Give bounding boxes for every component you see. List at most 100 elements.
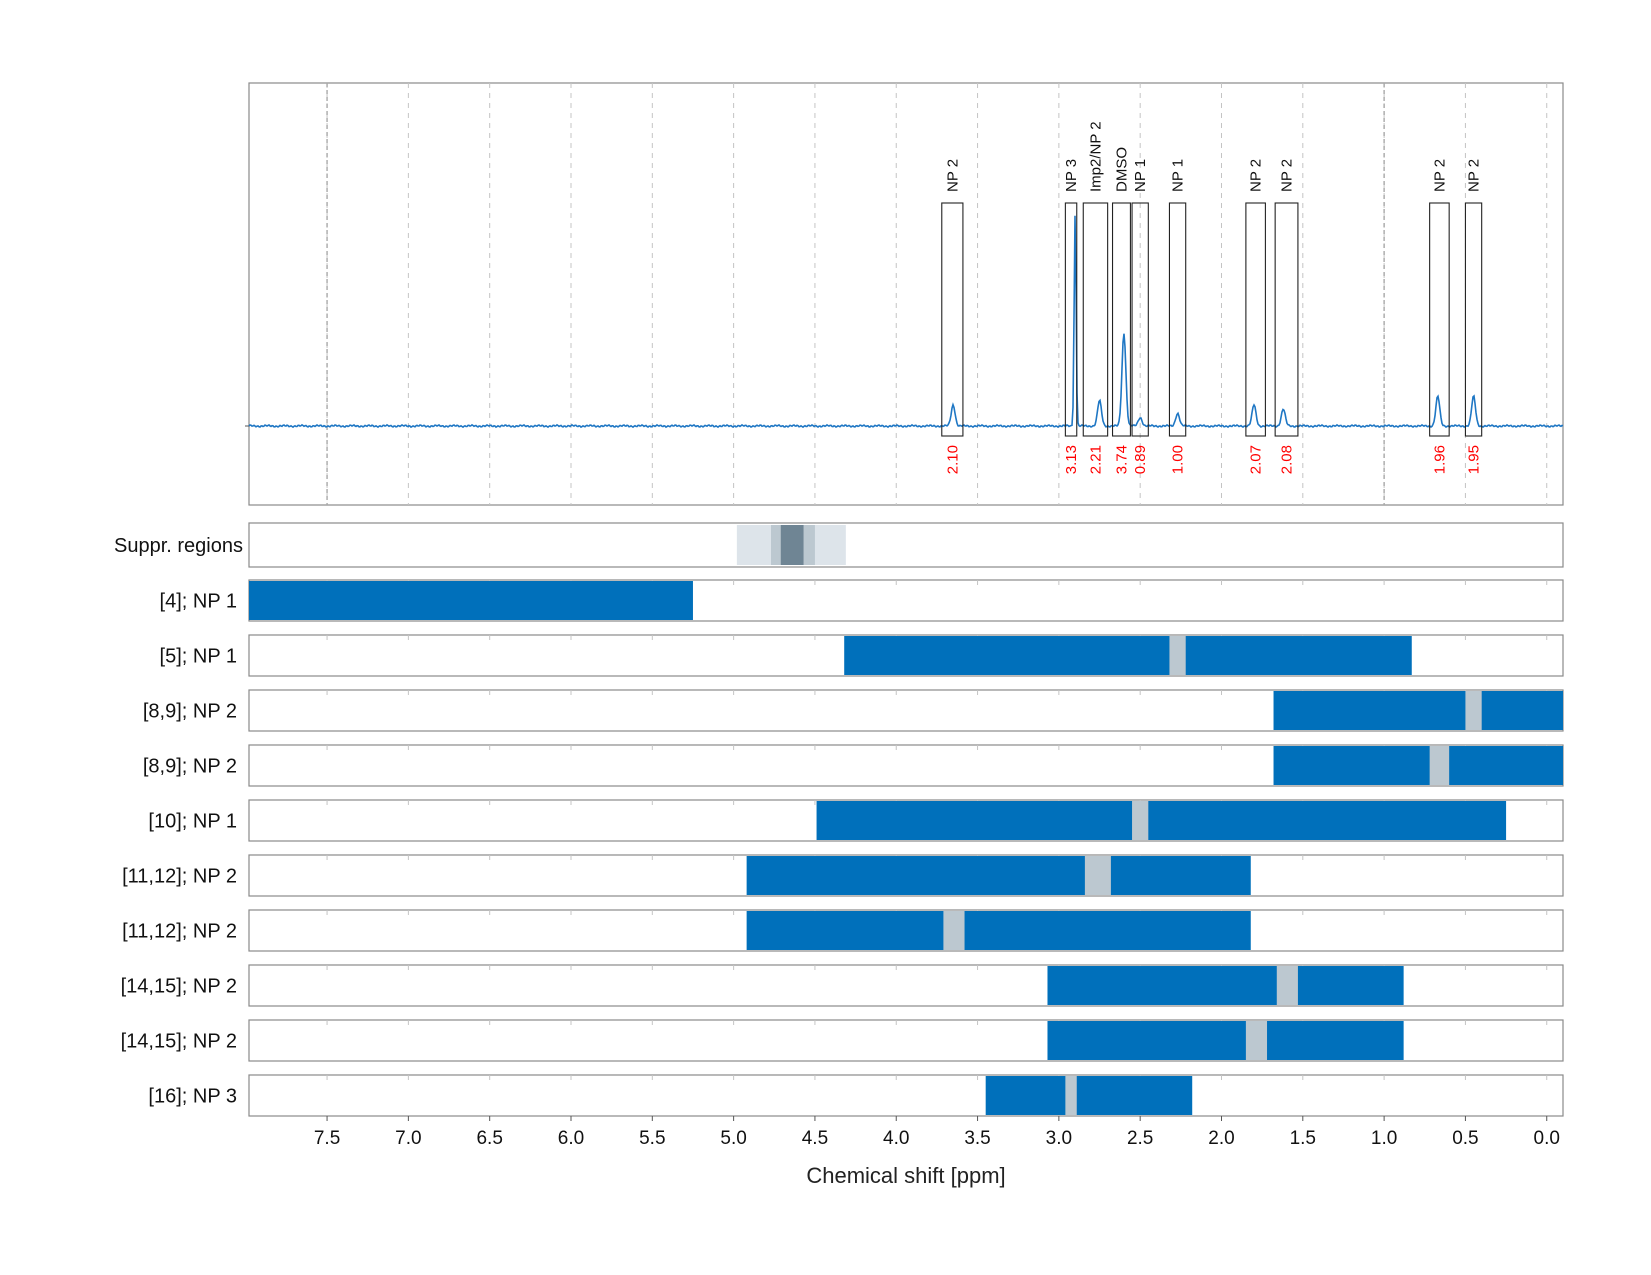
x-tick-label: 6.0 bbox=[558, 1128, 584, 1149]
peak-region: DMSO 3.74 bbox=[1111, 147, 1131, 474]
x-tick-label: 7.5 bbox=[314, 1128, 340, 1149]
peak-region-label: NP 2 bbox=[1248, 159, 1265, 192]
assignment-gap bbox=[1429, 746, 1450, 785]
peak-region-box bbox=[1274, 202, 1299, 437]
peak-region-label: NP 1 bbox=[1132, 159, 1149, 192]
assignment-gap bbox=[943, 911, 965, 950]
track-label: [11,12]; NP 2 bbox=[122, 921, 237, 943]
assignment-gap bbox=[1245, 1021, 1268, 1060]
assignment-gap bbox=[1132, 801, 1149, 840]
x-tick-label: 3.5 bbox=[964, 1128, 990, 1149]
assignment-track: [8,9]; NP 2 bbox=[143, 689, 1564, 732]
peak-region-label: Imp2/NP 2 bbox=[1087, 121, 1104, 192]
suppression-regions-panel: Suppr. regions bbox=[114, 522, 1564, 568]
assignment-track: [16]; NP 3 bbox=[148, 1074, 1564, 1117]
suppression-track-frame bbox=[248, 522, 1564, 568]
peak-region-box bbox=[941, 202, 964, 437]
peak-integral-value: 1.95 bbox=[1466, 445, 1483, 474]
x-tick-label: 2.5 bbox=[1127, 1128, 1153, 1149]
track-label: [16]; NP 3 bbox=[148, 1086, 237, 1108]
peak-region: NP 3 3.13 bbox=[1063, 159, 1080, 474]
assignment-gap bbox=[1276, 966, 1298, 1005]
assignment-track: [14,15]; NP 2 bbox=[121, 964, 1564, 1007]
peak-region: NP 2 1.96 bbox=[1429, 159, 1450, 474]
track-label: [8,9]; NP 2 bbox=[143, 701, 237, 723]
x-tick-label: 7.0 bbox=[395, 1128, 421, 1149]
assignment-bar bbox=[746, 911, 1251, 950]
spectrum-frame bbox=[248, 82, 1564, 506]
peak-region-box bbox=[1131, 202, 1149, 437]
x-tick-labels: 7.5 7.0 6.5 6.0 5.5 5.0 4.5 4.0 3.5 3.0 2.5 2.0 1.5 1… bbox=[314, 1116, 1560, 1149]
assignment-gap bbox=[1169, 636, 1186, 675]
peak-region: NP 2 2.07 bbox=[1245, 159, 1266, 474]
assignment-track: [5]; NP 1 bbox=[160, 634, 1564, 677]
peak-region: NP 2 2.10 bbox=[941, 159, 964, 474]
assignment-bar bbox=[816, 801, 1507, 840]
x-tick-label: 4.5 bbox=[802, 1128, 828, 1149]
peak-integral-value: 2.08 bbox=[1279, 445, 1296, 474]
peak-region-box bbox=[1082, 202, 1109, 437]
assignment-track: [11,12]; NP 2 bbox=[122, 909, 1564, 952]
track-label: [8,9]; NP 2 bbox=[143, 756, 237, 778]
assignment-bar bbox=[1047, 1021, 1404, 1060]
peak-integral-value: 1.96 bbox=[1431, 445, 1448, 474]
peak-integral-value: 2.10 bbox=[944, 445, 961, 474]
assignment-gap bbox=[1084, 856, 1111, 895]
track-label: [14,15]; NP 2 bbox=[121, 976, 237, 998]
assignment-bar bbox=[1273, 691, 1563, 730]
peak-integral-value: 0.89 bbox=[1132, 445, 1149, 474]
x-axis-title: Chemical shift [ppm] bbox=[806, 1163, 1005, 1188]
peak-region-label: NP 2 bbox=[944, 159, 961, 192]
assignment-gap bbox=[1465, 691, 1482, 730]
assignment-track: [10]; NP 1 bbox=[148, 799, 1564, 842]
peak-integral-value: 2.07 bbox=[1248, 445, 1265, 474]
track-label: [10]; NP 1 bbox=[148, 811, 237, 833]
assignment-track: [11,12]; NP 2 bbox=[122, 854, 1564, 897]
peak-region-label: NP 3 bbox=[1063, 159, 1080, 192]
peak-region: NP 1 1.00 bbox=[1168, 159, 1187, 474]
peak-region: NP 2 2.08 bbox=[1274, 159, 1299, 474]
track-label: [11,12]; NP 2 bbox=[122, 866, 237, 888]
peak-region-box bbox=[1064, 202, 1078, 437]
x-tick-label: 2.0 bbox=[1208, 1128, 1234, 1149]
assignment-tracks: [4]; NP 1 [5]; NP 1 [8,9]; NP 2 [8,9]; NP 2… bbox=[121, 579, 1564, 1117]
x-axis: 7.5 7.0 6.5 6.0 5.5 5.0 4.5 4.0 3.5 3.0 2.5 2.0 1.5 1… bbox=[314, 1116, 1560, 1188]
peak-region-box bbox=[1245, 202, 1266, 437]
track-frame bbox=[248, 1074, 1564, 1117]
peak-integral-value: 3.74 bbox=[1113, 445, 1130, 474]
spectrum-panel: NP 2 2.10 NP 3 3.13 Imp2/NP 2 2.21 DMSO 3.74 NP … bbox=[245, 82, 1564, 506]
peak-region-label: NP 1 bbox=[1170, 159, 1187, 192]
x-tick-label: 5.5 bbox=[639, 1128, 665, 1149]
x-tick-label: 3.0 bbox=[1046, 1128, 1072, 1149]
assignment-bar bbox=[1273, 746, 1563, 785]
assignment-bar bbox=[844, 636, 1412, 675]
spectrum-trace bbox=[248, 215, 1564, 429]
peak-region-label: DMSO bbox=[1113, 147, 1130, 192]
track-label: [14,15]; NP 2 bbox=[121, 1031, 237, 1053]
peak-region-label: NP 2 bbox=[1466, 159, 1483, 192]
x-tick-label: 0.5 bbox=[1452, 1128, 1478, 1149]
peak-integral-value: 1.00 bbox=[1170, 445, 1187, 474]
assignment-track: [14,15]; NP 2 bbox=[121, 1019, 1564, 1062]
assignment-bar bbox=[249, 581, 693, 620]
x-tick-label: 6.5 bbox=[476, 1128, 502, 1149]
x-tick-label: 5.0 bbox=[720, 1128, 746, 1149]
x-tick-label: 1.0 bbox=[1371, 1128, 1397, 1149]
suppression-band bbox=[780, 525, 804, 565]
assignment-bar bbox=[1047, 966, 1404, 1005]
assignment-bar bbox=[985, 1076, 1193, 1115]
peak-region-box bbox=[1168, 202, 1187, 437]
assignment-track: [4]; NP 1 bbox=[160, 579, 1564, 622]
assignment-bar bbox=[746, 856, 1251, 895]
peak-region: Imp2/NP 2 2.21 bbox=[1082, 121, 1109, 474]
peak-integral-value: 3.13 bbox=[1063, 445, 1080, 474]
x-tick-label: 0.0 bbox=[1534, 1128, 1560, 1149]
peak-region-label: NP 2 bbox=[1431, 159, 1448, 192]
peak-integral-value: 2.21 bbox=[1087, 445, 1104, 474]
assignment-track: [8,9]; NP 2 bbox=[143, 744, 1564, 787]
peak-region-box bbox=[1464, 202, 1483, 437]
assignment-gap bbox=[1065, 1076, 1077, 1115]
peak-region-box bbox=[1111, 202, 1131, 437]
x-tick-label: 1.5 bbox=[1290, 1128, 1316, 1149]
